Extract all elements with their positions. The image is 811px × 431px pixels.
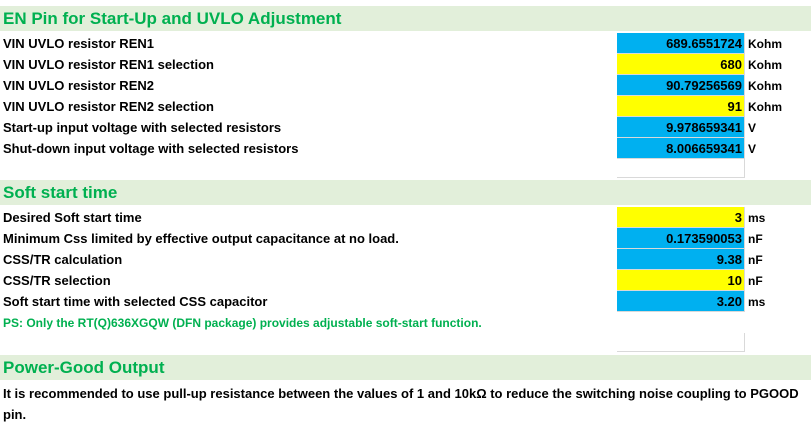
min-css-cell[interactable]: 0.173590053 — [617, 228, 745, 249]
ren1-selection-cell[interactable]: 680 — [617, 54, 745, 75]
table-row[interactable]: CSS/TR calculation 9.38 nF — [0, 249, 811, 270]
row-label: VIN UVLO resistor REN2 selection — [3, 99, 214, 114]
unit-label: Kohm — [748, 99, 782, 114]
empty-row[interactable] — [0, 333, 811, 352]
table-row[interactable]: Start-up input voltage with selected res… — [0, 117, 811, 138]
unit-label: ms — [748, 294, 766, 309]
table-row[interactable]: VIN UVLO resistor REN2 90.79256569 Kohm — [0, 75, 811, 96]
power-good-description: It is recommended to use pull-up resista… — [3, 386, 799, 422]
note-row[interactable]: PS: Only the RT(Q)636XGQW (DFN package) … — [0, 312, 811, 333]
row-label: Start-up input voltage with selected res… — [3, 120, 282, 135]
section-title-soft-start: Soft start time — [3, 182, 118, 202]
row-label: VIN UVLO resistor REN2 — [3, 78, 154, 93]
unit-label: nF — [748, 231, 763, 246]
section-title-power-good: Power-Good Output — [3, 357, 165, 377]
row-label: VIN UVLO resistor REN1 — [3, 36, 154, 51]
table-row[interactable]: CSS/TR selection 10 nF — [0, 270, 811, 291]
section-header-soft-start[interactable]: Soft start time — [0, 180, 811, 205]
ren2-value-cell[interactable]: 90.79256569 — [617, 75, 745, 96]
row-label: CSS/TR selection — [3, 273, 111, 288]
ren2-selection-cell[interactable]: 91 — [617, 96, 745, 117]
table-row[interactable]: VIN UVLO resistor REN2 selection 91 Kohm — [0, 96, 811, 117]
css-calculation-cell[interactable]: 9.38 — [617, 249, 745, 270]
row-label: CSS/TR calculation — [3, 252, 123, 267]
empty-cell[interactable] — [617, 333, 745, 352]
unit-label: nF — [748, 273, 763, 288]
soft-start-result-cell[interactable]: 3.20 — [617, 291, 745, 312]
row-label: VIN UVLO resistor REN1 selection — [3, 57, 214, 72]
soft-start-note: PS: Only the RT(Q)636XGQW (DFN package) … — [3, 315, 482, 330]
table-row[interactable]: Desired Soft start time 3 ms — [0, 207, 811, 228]
unit-label: V — [748, 141, 757, 156]
unit-label: ms — [748, 210, 766, 225]
table-row[interactable]: Shut-down input voltage with selected re… — [0, 138, 811, 159]
unit-label: Kohm — [748, 57, 782, 72]
startup-voltage-cell[interactable]: 9.978659341 — [617, 117, 745, 138]
unit-label: V — [748, 120, 757, 135]
empty-cell[interactable] — [617, 159, 745, 178]
empty-row[interactable] — [0, 159, 811, 178]
row-label: Desired Soft start time — [3, 210, 142, 225]
table-row[interactable]: VIN UVLO resistor REN1 689.6551724 Kohm — [0, 33, 811, 54]
desired-soft-start-cell[interactable]: 3 — [617, 207, 745, 228]
table-row[interactable]: Minimum Css limited by effective output … — [0, 228, 811, 249]
shutdown-voltage-cell[interactable]: 8.006659341 — [617, 138, 745, 159]
unit-label: nF — [748, 252, 763, 267]
row-label: Minimum Css limited by effective output … — [3, 231, 399, 246]
row-label: Shut-down input voltage with selected re… — [3, 141, 299, 156]
section-header-en[interactable]: EN Pin for Start-Up and UVLO Adjustment — [0, 6, 811, 31]
unit-label: Kohm — [748, 36, 782, 51]
table-row[interactable]: VIN UVLO resistor REN1 selection 680 Koh… — [0, 54, 811, 75]
row-label: Soft start time with selected CSS capaci… — [3, 294, 268, 309]
css-selection-cell[interactable]: 10 — [617, 270, 745, 291]
section-header-power-good[interactable]: Power-Good Output — [0, 355, 811, 380]
ren1-value-cell[interactable]: 689.6551724 — [617, 33, 745, 54]
section-title-en: EN Pin for Start-Up and UVLO Adjustment — [3, 8, 342, 28]
table-row[interactable]: Soft start time with selected CSS capaci… — [0, 291, 811, 312]
unit-label: Kohm — [748, 78, 782, 93]
